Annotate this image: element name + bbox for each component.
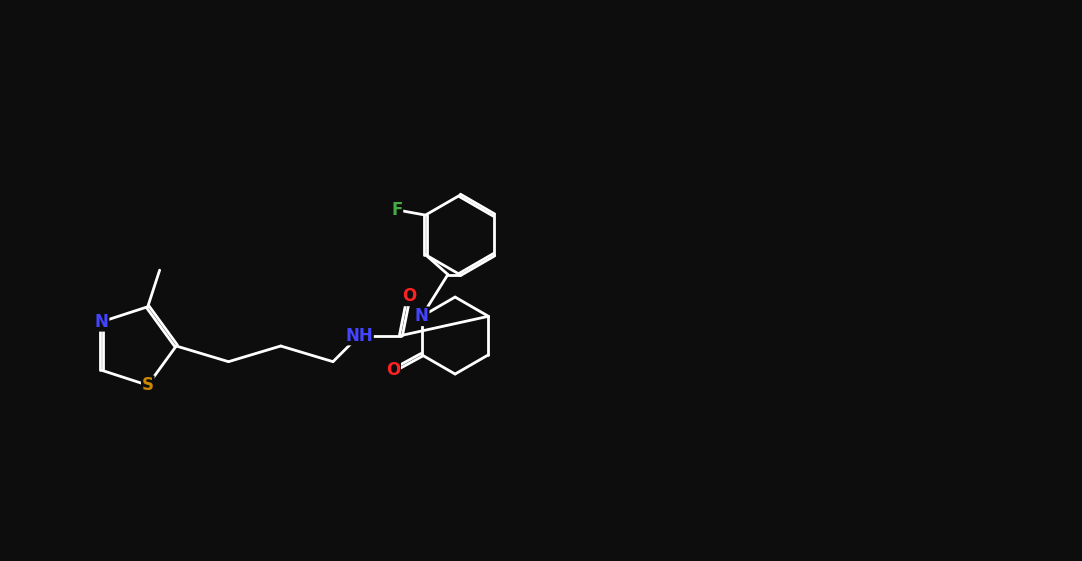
- Text: N: N: [95, 312, 108, 331]
- Text: NH: NH: [345, 327, 373, 344]
- Text: S: S: [142, 376, 154, 394]
- Text: N: N: [414, 307, 428, 325]
- Text: O: O: [401, 287, 415, 305]
- Text: O: O: [386, 361, 400, 379]
- Text: F: F: [391, 201, 403, 219]
